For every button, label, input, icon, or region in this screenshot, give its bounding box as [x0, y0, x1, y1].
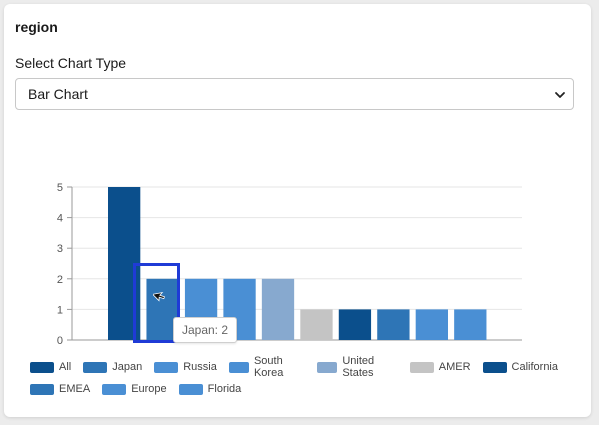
y-tick-label: 2	[57, 274, 63, 286]
bar-florida[interactable]	[454, 309, 487, 340]
legend-swatch	[482, 361, 507, 373]
legend-item[interactable]: AMER	[409, 361, 471, 373]
chevron-down-icon	[555, 92, 565, 98]
bar-california[interactable]	[338, 309, 372, 340]
panel-title: region	[15, 19, 58, 35]
y-tick-label: 0	[57, 335, 63, 347]
legend-swatch	[102, 383, 127, 395]
legend-swatch	[178, 383, 203, 395]
chart-type-select[interactable]: Bar Chart	[15, 78, 574, 110]
hover-highlight-box	[133, 263, 180, 343]
bar-emea[interactable]	[377, 309, 410, 340]
legend-item[interactable]: Russia	[154, 361, 217, 373]
legend-row: EMEA Europe Florida	[30, 378, 570, 400]
legend-label: California	[511, 361, 558, 373]
bar-amer[interactable]	[300, 309, 333, 340]
bar-united-states[interactable]	[261, 278, 295, 340]
y-tick-label: 4	[57, 213, 63, 225]
chart-legend: All Japan Russia South Korea United States AM…	[30, 355, 570, 400]
legend-swatch	[83, 361, 108, 373]
legend-item[interactable]: United States	[317, 355, 398, 379]
y-tick-label: 5	[57, 182, 63, 194]
legend-label: All	[59, 361, 72, 373]
legend-label: South Korea	[253, 355, 284, 379]
legend-swatch	[154, 361, 179, 373]
legend-item[interactable]: Europe	[102, 383, 167, 395]
legend-item[interactable]: EMEA	[30, 383, 90, 395]
bar-europe[interactable]	[415, 309, 448, 340]
chart-type-label: Select Chart Type	[15, 55, 127, 71]
mouse-cursor-icon	[153, 292, 165, 302]
legend-label: Florida	[207, 383, 242, 395]
legend-swatch	[30, 383, 54, 395]
y-tick-label: 1	[57, 304, 63, 316]
legend-row: All Japan Russia South Korea United States AM…	[30, 355, 570, 379]
bar-tooltip: Japan: 2	[173, 317, 237, 343]
legend-item[interactable]: Florida	[178, 383, 242, 395]
legend-label: EMEA	[59, 383, 91, 395]
chart-type-select-value: Bar Chart	[28, 86, 88, 102]
legend-item[interactable]: California	[482, 361, 558, 373]
legend-swatch	[317, 361, 338, 373]
legend-label: Japan	[112, 361, 143, 373]
legend-label: Europe	[131, 383, 167, 395]
legend-swatch	[228, 361, 249, 373]
legend-label: Russia	[183, 361, 217, 373]
legend-item[interactable]: South Korea	[228, 355, 305, 379]
legend-item[interactable]: Japan	[83, 361, 142, 373]
legend-label: United States	[342, 355, 375, 379]
legend-label: AMER	[438, 361, 471, 373]
legend-item[interactable]: All	[30, 361, 71, 373]
legend-swatch	[409, 361, 434, 373]
y-tick-label: 3	[57, 243, 63, 255]
chart-panel	[4, 4, 591, 417]
legend-swatch	[30, 361, 54, 373]
